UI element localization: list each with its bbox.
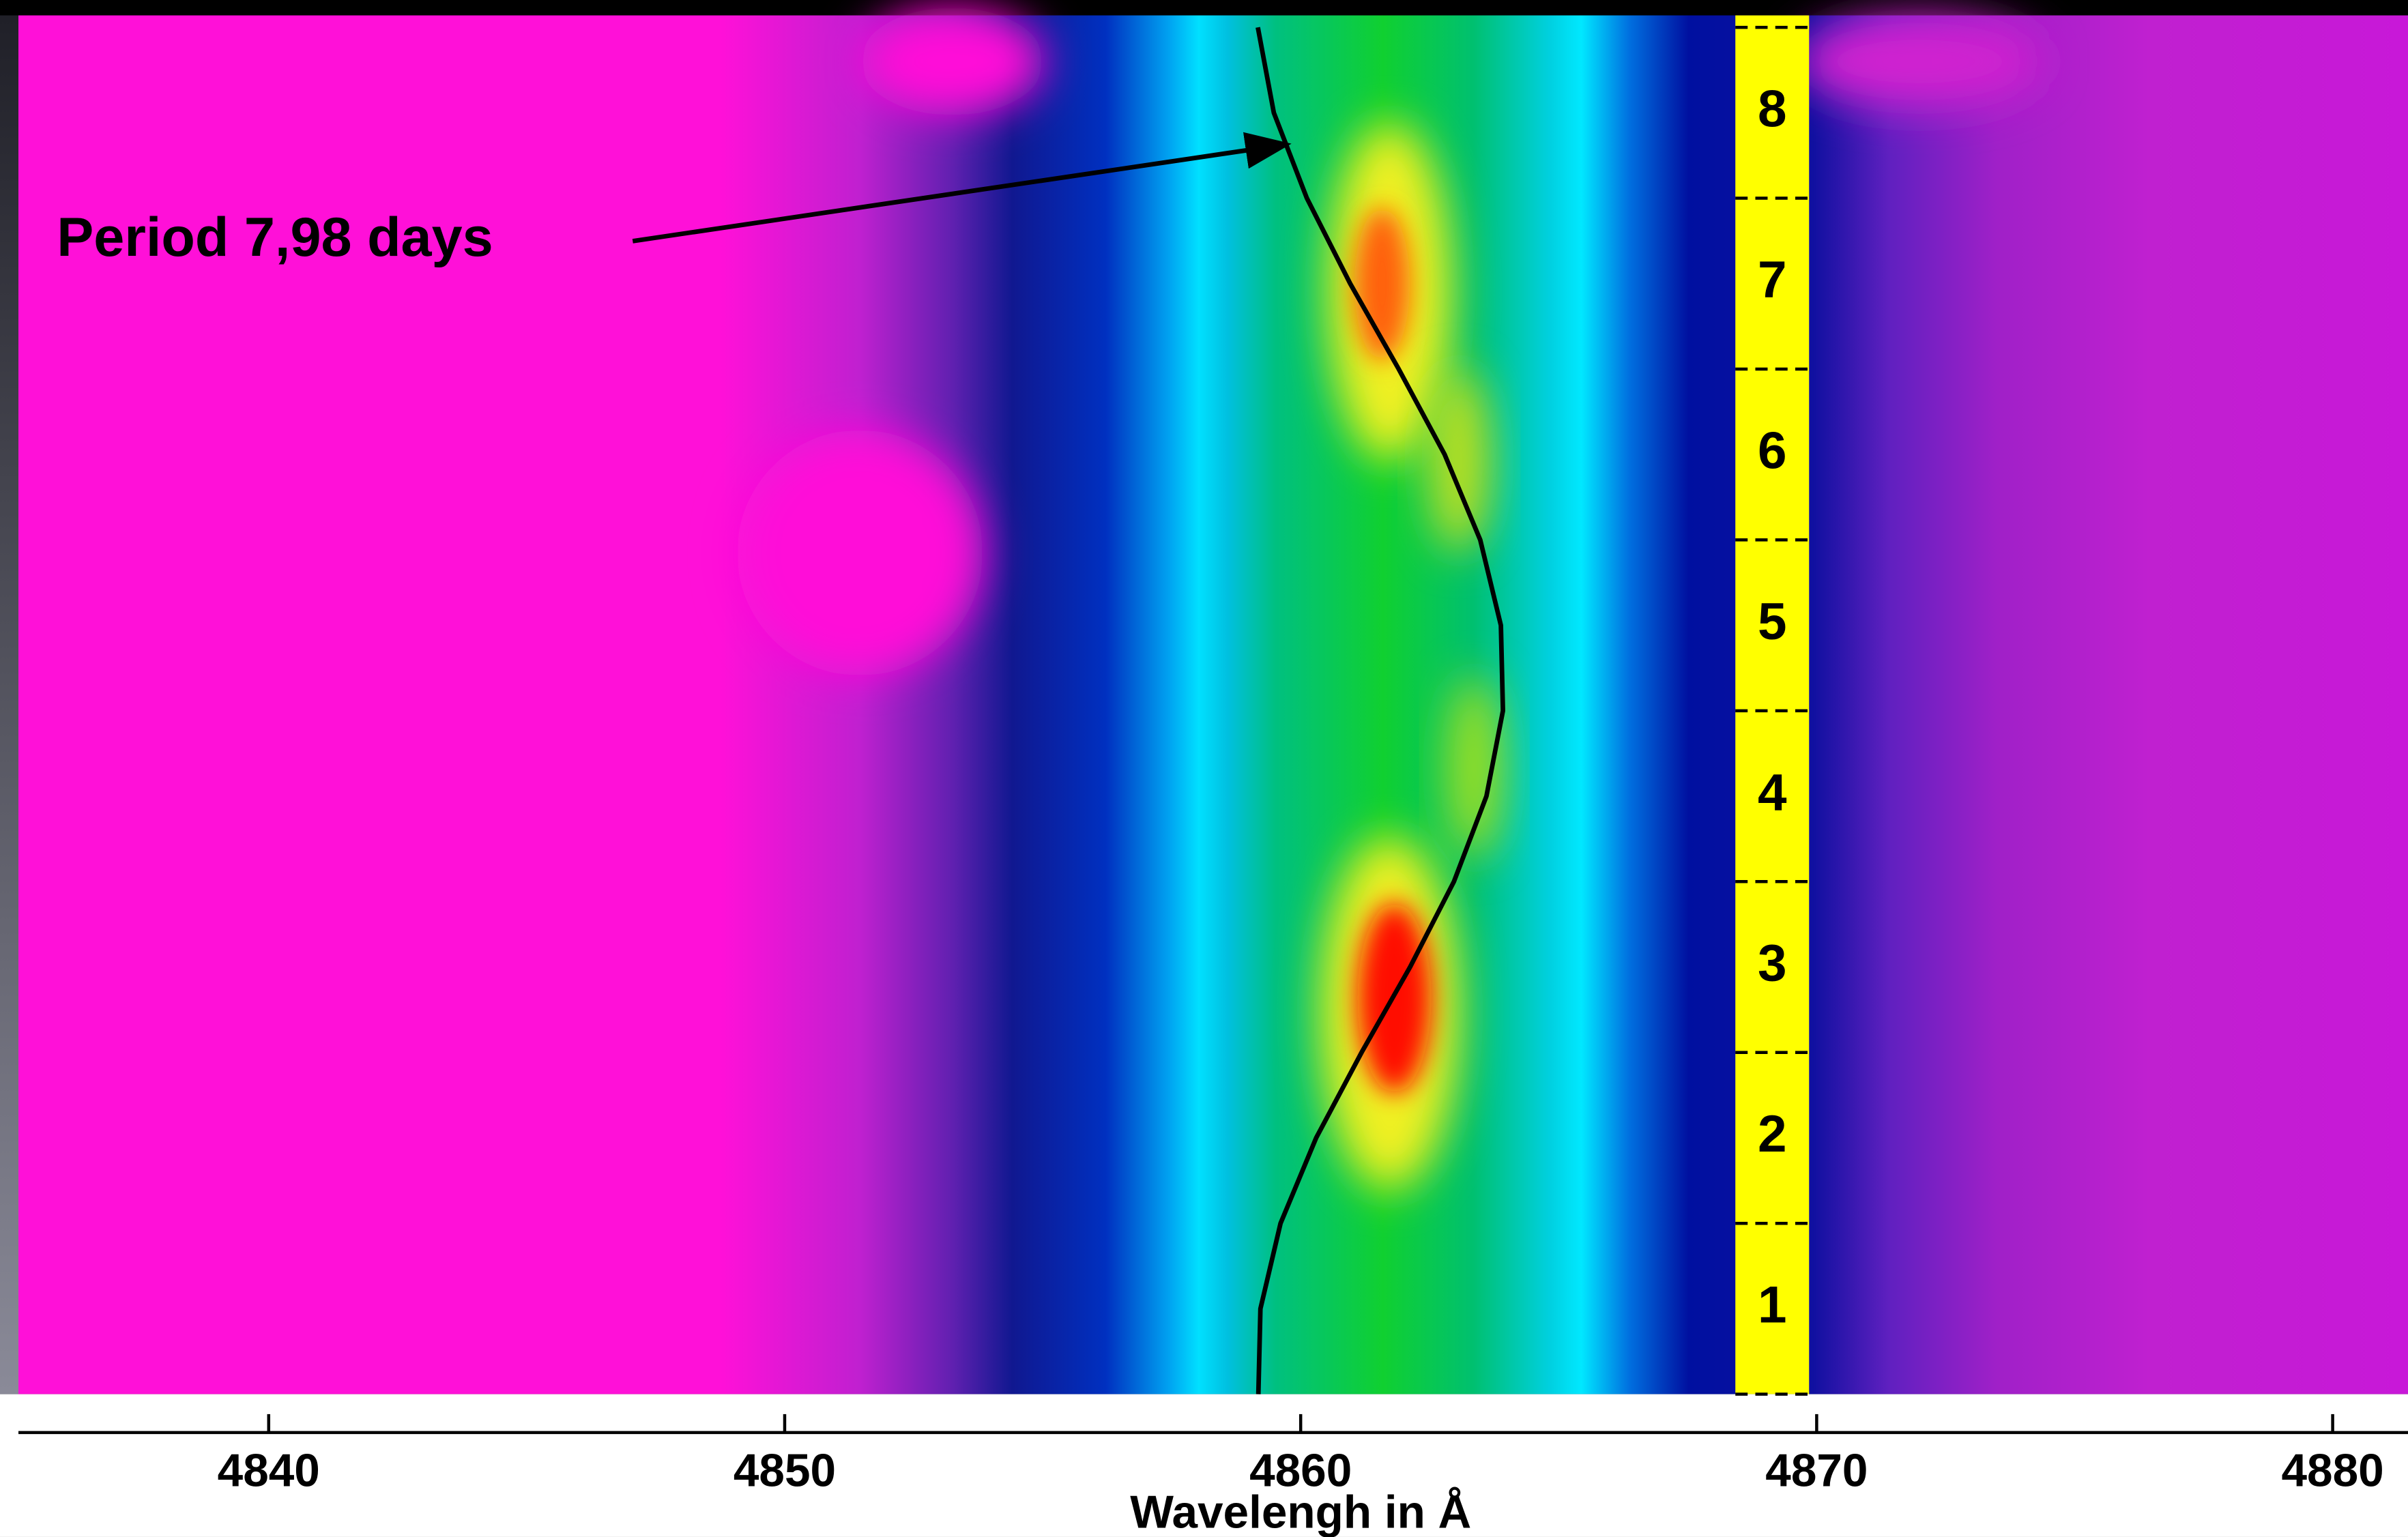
- feature: [1797, 15, 2043, 108]
- x-tick-label: 4840: [218, 1445, 320, 1496]
- x-tick-label: 4860: [1249, 1445, 1352, 1496]
- y-tick-label: 2: [1758, 1105, 1787, 1163]
- y-tick-label: 1: [1758, 1276, 1787, 1334]
- spectrum-image: [18, 15, 2408, 1394]
- feature: [860, 8, 1045, 115]
- spectrum-features: [737, 8, 2043, 1190]
- day-strip: [1735, 15, 1810, 1394]
- x-tick-label: 4870: [1765, 1445, 1868, 1496]
- y-tick-label: 7: [1758, 251, 1787, 309]
- feature: [1447, 675, 1503, 860]
- y-tick-label: 6: [1758, 422, 1787, 480]
- x-tick-label: 4850: [734, 1445, 836, 1496]
- curve: [1256, 27, 1505, 1394]
- x-axis-title: Wavelengh in Å: [1130, 1487, 1471, 1537]
- annotation: Period 7,98 days: [57, 207, 493, 268]
- y-tick-label: 3: [1758, 935, 1787, 993]
- y-tick-label: 5: [1758, 593, 1787, 651]
- y-tick-label: 8: [1758, 80, 1787, 138]
- axis-area: [0, 1394, 2408, 1537]
- annotation-arrow: [632, 132, 1292, 244]
- x-tick-label: 4880: [2282, 1445, 2384, 1496]
- feature: [1354, 207, 1410, 361]
- feature: [737, 430, 983, 676]
- left-edge: [0, 15, 19, 1394]
- feature: [1428, 368, 1490, 553]
- y-tick-label: 4: [1758, 763, 1787, 821]
